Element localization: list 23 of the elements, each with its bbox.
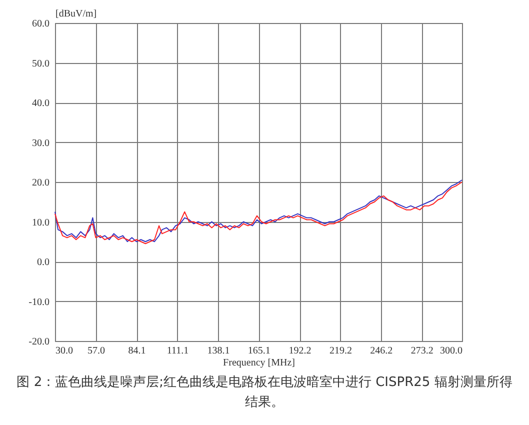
x-tick-label: 246.2 [370,346,393,356]
x-tick-label: 300.0 [440,346,462,356]
y-tick-label: 60.0 [32,18,50,30]
y-tick-label: 0.0 [37,257,50,268]
y-axis-title: [dBuV/m] [56,8,97,20]
x-tick-label: 219.2 [329,346,352,356]
y-tick-label: 20.0 [32,178,50,188]
caption: 图 2：蓝色曲线是噪声层;红色曲线是电路板在电波暗室中进行 CISPR25 辐射测量所得结果。 [16,374,514,412]
x-tick-label: 192.2 [288,346,312,356]
x-tick-label: 111.1 [166,346,189,356]
x-tick-label: 84.1 [128,346,146,356]
y-tick-label: 10.0 [32,217,50,228]
y-tick-label: -20.0 [28,336,50,348]
y-tick-label: 40.0 [32,98,50,109]
y-tick-label: -10.0 [28,296,50,308]
y-tick-label: 50.0 [32,58,50,70]
x-tick-label: 30.0 [56,346,73,356]
x-tick-label: 165.1 [248,346,270,356]
x-tick-label: 273.2 [410,346,434,356]
x-tick-label: 57.0 [87,346,105,356]
x-tick-label: 138.1 [207,346,230,356]
y-tick-label: 30.0 [32,138,50,149]
x-axis-title: Frequency [MHz] [223,358,295,368]
